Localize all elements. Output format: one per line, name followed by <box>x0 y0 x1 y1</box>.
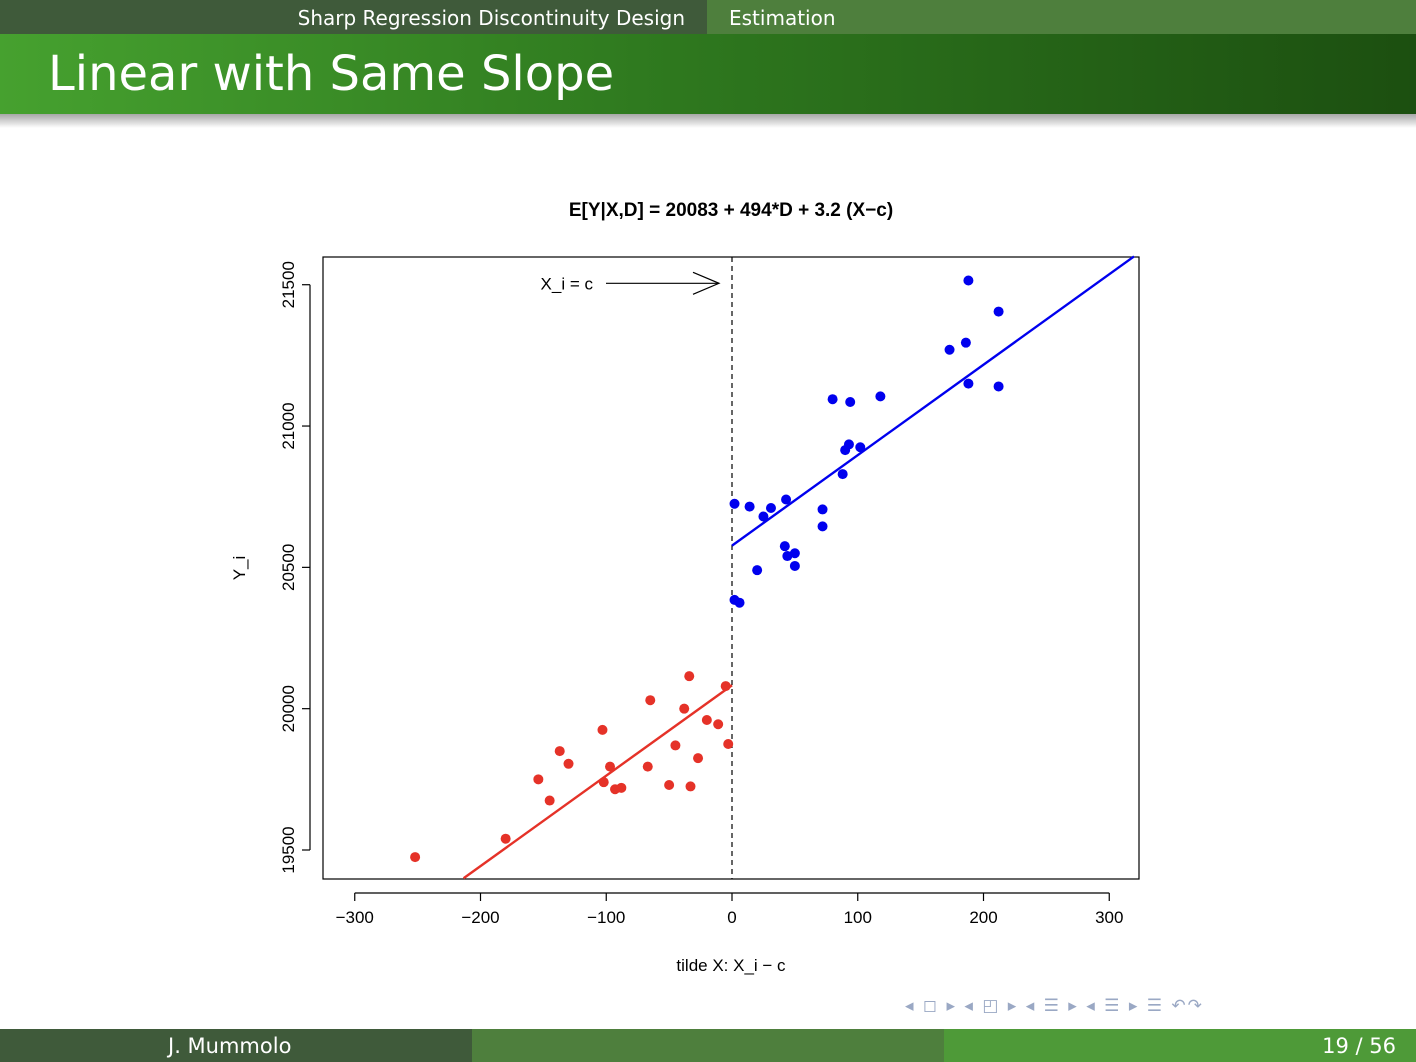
control-data-point <box>679 703 690 714</box>
y-tick-label: 20500 <box>279 544 298 591</box>
control-data-point <box>597 724 608 735</box>
control-data-point <box>670 740 681 751</box>
treated-data-point <box>779 541 790 552</box>
subsection-title[interactable]: Estimation <box>729 6 836 30</box>
treated-data-point <box>817 504 828 515</box>
footer-author: J. Mummolo <box>168 1034 292 1058</box>
treated-data-point <box>789 560 800 571</box>
treated-data-point <box>752 565 763 576</box>
treated-data-point <box>827 394 838 405</box>
x-tick-label: 100 <box>844 908 872 927</box>
treated-data-point <box>817 521 828 532</box>
control-data-point <box>713 719 724 730</box>
treated-data-point <box>765 503 776 514</box>
x-tick-label: 300 <box>1095 908 1123 927</box>
x-tick-label: −100 <box>587 908 625 927</box>
y-tick-label: 19500 <box>279 826 298 873</box>
frame-title: Linear with Same Slope <box>48 46 615 102</box>
control-data-point <box>605 761 616 772</box>
x-tick-label: −300 <box>336 908 374 927</box>
header-navigation-bar: Sharp Regression Discontinuity Design Es… <box>0 0 1416 34</box>
treated-data-point <box>993 381 1004 392</box>
control-data-point <box>645 695 656 706</box>
control-data-point <box>685 781 696 792</box>
beamer-navigation-symbols[interactable]: ◂ ◻ ▸ ◂ ◰ ▸ ◂ ☰ ▸ ◂ ☰ ▸ ☰ ↶↷ <box>905 996 1204 1016</box>
control-data-point <box>701 714 712 725</box>
treated-data-point <box>993 306 1004 317</box>
section-panel: Sharp Regression Discontinuity Design <box>0 0 707 34</box>
y-axis-label: Y_i <box>230 556 249 581</box>
chart-axes: −300 −200 −100 0 100 200 300 19500 20000 20500 210… <box>279 256 1140 927</box>
treated-data-point <box>744 501 755 512</box>
treated-data-point <box>960 337 971 348</box>
page-number: 19 / 56 <box>1322 1034 1396 1058</box>
control-data-point <box>723 739 734 750</box>
control-data-point <box>684 671 695 682</box>
treated-data-point <box>781 494 792 505</box>
control-data-point <box>720 681 731 692</box>
treated-data-point <box>944 344 955 355</box>
x-tick-label: −200 <box>461 908 499 927</box>
control-data-point <box>693 753 704 764</box>
treated-data-point <box>855 442 866 453</box>
control-fit-line <box>462 684 733 880</box>
plot-frame <box>322 256 1140 880</box>
footer-title-panel <box>472 1029 944 1062</box>
footer-bar: J. Mummolo 19 / 56 <box>0 1029 1416 1062</box>
control-data-point <box>598 777 609 788</box>
control-data-point <box>410 852 421 863</box>
y-tick-label: 20000 <box>279 685 298 732</box>
treated-data-point <box>837 469 848 480</box>
y-tick-label: 21500 <box>279 261 298 308</box>
chart-marks: X_i = c <box>410 255 1135 880</box>
control-data-point <box>616 782 627 793</box>
frame-title-bar: Linear with Same Slope <box>0 34 1416 114</box>
treated-data-point <box>734 597 745 608</box>
treated-data-point <box>782 551 793 562</box>
title-shadow <box>0 114 1416 128</box>
treated-data-point <box>963 378 974 389</box>
cutoff-annotation-label: X_i = c <box>541 274 594 293</box>
x-axis-label: tilde X: X_i − c <box>676 956 786 975</box>
control-data-point <box>500 833 511 844</box>
control-data-point <box>563 758 574 769</box>
chart-title: E[Y|X,D] = 20083 + 494*D + 3.2 (X−c) <box>569 200 893 221</box>
x-tick-label: 200 <box>969 908 997 927</box>
x-tick-label: 0 <box>727 908 736 927</box>
control-data-point <box>533 774 544 785</box>
footer-page-panel: 19 / 56 <box>944 1029 1416 1062</box>
control-data-point <box>664 779 675 790</box>
treated-data-point <box>758 511 769 522</box>
subsection-panel: Estimation <box>707 0 1416 34</box>
control-data-point <box>544 795 555 806</box>
treated-data-point <box>845 397 856 408</box>
annotation-arrow-head <box>692 271 721 295</box>
y-tick-label: 21000 <box>279 402 298 449</box>
control-data-point <box>642 761 653 772</box>
section-title[interactable]: Sharp Regression Discontinuity Design <box>297 6 685 30</box>
treated-data-point <box>875 391 886 402</box>
treated-data-point <box>729 498 740 509</box>
footer-author-panel: J. Mummolo <box>0 1029 472 1062</box>
treated-data-point <box>843 439 854 450</box>
control-data-point <box>554 746 565 757</box>
treated-data-point <box>789 548 800 559</box>
treated-data-point <box>963 275 974 286</box>
treated-fit-line <box>731 255 1135 547</box>
